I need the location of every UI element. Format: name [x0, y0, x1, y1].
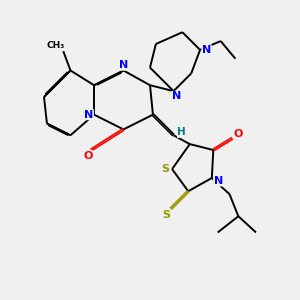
Text: N: N	[84, 110, 93, 120]
Text: N: N	[172, 92, 181, 101]
Text: S: S	[162, 210, 170, 220]
Text: N: N	[202, 45, 211, 55]
Text: H: H	[177, 127, 186, 137]
Text: CH₃: CH₃	[47, 41, 65, 50]
Text: N: N	[214, 176, 223, 186]
Text: N: N	[119, 60, 128, 70]
Text: O: O	[83, 151, 93, 161]
Text: O: O	[234, 129, 243, 139]
Text: S: S	[162, 164, 170, 174]
